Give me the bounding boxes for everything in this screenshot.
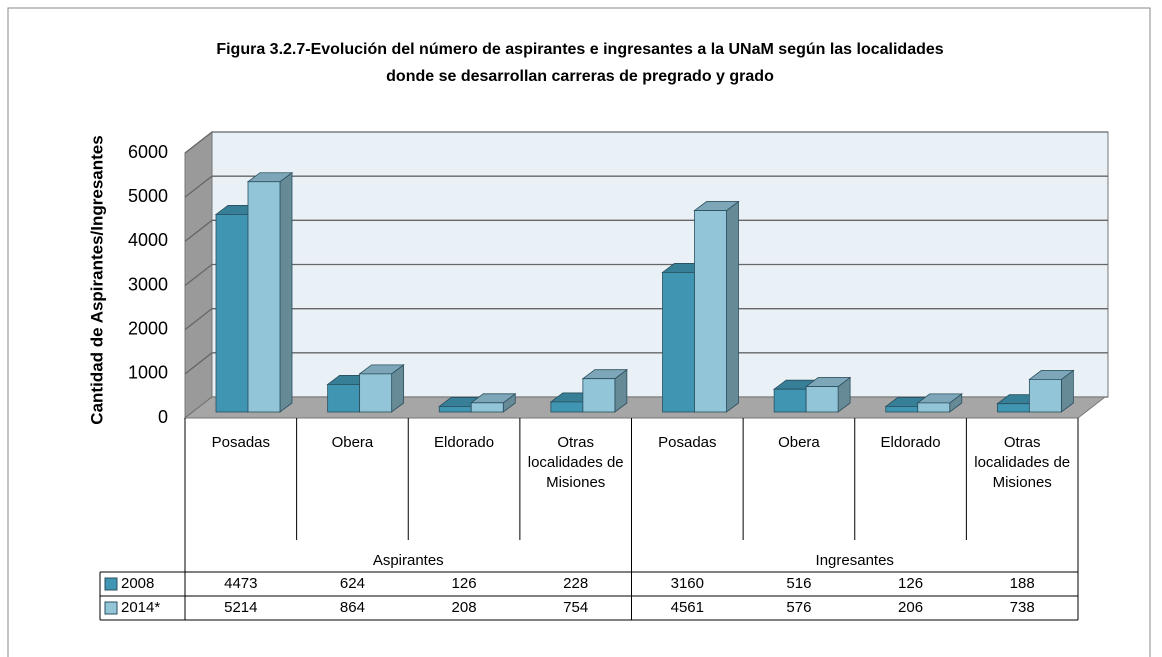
y-tick-label: 1000 [128, 363, 168, 383]
grid-line [184, 175, 1108, 198]
table-value: 5214 [224, 599, 257, 616]
bar [917, 402, 951, 413]
bar-side [726, 200, 739, 413]
bar [662, 272, 695, 413]
x-tick-label: Otras localidades de Misiones [527, 434, 624, 491]
floor [183, 396, 1107, 419]
table-value: 738 [1010, 599, 1035, 616]
group-label: Ingresantes [816, 552, 894, 569]
x-tick-label: Posadas [658, 434, 717, 451]
group-label: Aspirantes [373, 552, 444, 569]
bar [1028, 379, 1062, 413]
x-tick-label: Eldorado [434, 434, 495, 451]
bar [805, 386, 839, 413]
y-tick-label: 4000 [128, 230, 168, 250]
legend-label: 2014* [121, 599, 160, 616]
table-value: 4561 [671, 599, 704, 616]
bar [773, 388, 807, 413]
y-tick-label: 3000 [128, 274, 168, 294]
bar [470, 402, 504, 413]
bar [215, 214, 249, 413]
table-value: 4473 [224, 575, 257, 592]
bar [996, 403, 1030, 413]
bar [327, 384, 361, 413]
table-value: 188 [1010, 575, 1035, 592]
y-tick-label: 6000 [128, 142, 168, 162]
y-tick-label: 2000 [128, 318, 168, 338]
table-value: 228 [563, 575, 588, 592]
x-tick-label: Posadas [211, 434, 270, 451]
table-value: 754 [563, 599, 588, 616]
bar [359, 373, 393, 413]
x-tick-label: Eldorado [880, 434, 941, 451]
table-value: 208 [452, 599, 477, 616]
bar [438, 406, 472, 413]
x-tick-label: Otras localidades de Misiones [974, 434, 1071, 491]
legend-swatch [104, 577, 118, 591]
chart-title: Figura 3.2.7-Evolución del número de asp… [216, 41, 944, 85]
table-value: 624 [340, 575, 365, 592]
bar [582, 378, 616, 413]
y-tick-label: 0 [158, 407, 168, 427]
bar [247, 181, 281, 413]
grid-line [184, 263, 1108, 287]
table-value: 576 [786, 599, 811, 616]
grid-line [184, 308, 1108, 331]
x-tick-label: Obera [331, 434, 374, 451]
table-value: 126 [452, 575, 477, 592]
table-value: 864 [340, 599, 365, 616]
y-tick-label: 5000 [128, 186, 168, 206]
legend-label: 2008 [121, 575, 154, 592]
grid-line [184, 131, 1108, 154]
y-axis-title: Cantidad de Aspirantes/Ingresantes [87, 135, 106, 424]
legend-swatch [104, 601, 118, 615]
bar [694, 210, 727, 413]
x-tick-label: Obera [778, 434, 820, 451]
table-value: 206 [898, 599, 923, 616]
table-value: 516 [786, 575, 811, 592]
table-value: 3160 [671, 575, 704, 592]
bar-side [279, 171, 293, 413]
table-value: 126 [898, 575, 923, 592]
grid-line [184, 219, 1108, 242]
bar [550, 401, 584, 413]
bar [885, 406, 919, 413]
grid-line [184, 352, 1108, 375]
